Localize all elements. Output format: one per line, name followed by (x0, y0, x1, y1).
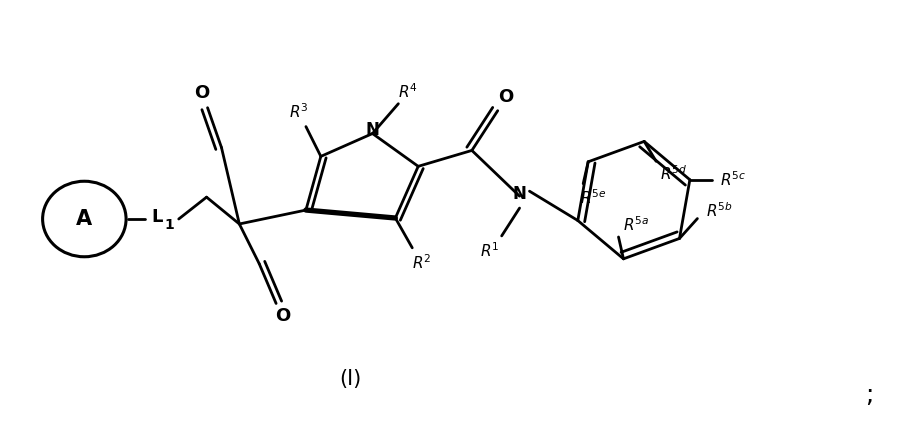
Text: (I): (I) (339, 369, 362, 389)
Text: $R^{5b}$: $R^{5b}$ (706, 201, 732, 220)
Text: $R^{5e}$: $R^{5e}$ (580, 188, 606, 207)
Text: O: O (498, 88, 513, 106)
Text: $R^3$: $R^3$ (290, 102, 308, 121)
Text: $R^1$: $R^1$ (480, 241, 500, 260)
Text: O: O (275, 307, 290, 325)
Text: O: O (194, 84, 209, 102)
Text: ;: ; (865, 383, 873, 407)
Text: N: N (365, 120, 380, 138)
Text: N: N (512, 185, 527, 203)
Text: $R^{5d}$: $R^{5d}$ (660, 164, 687, 183)
Text: $R^{5a}$: $R^{5a}$ (623, 215, 649, 234)
Text: $R^{5c}$: $R^{5c}$ (721, 170, 747, 189)
Text: A: A (77, 209, 92, 229)
Text: L: L (152, 208, 162, 226)
Text: 1: 1 (165, 218, 175, 232)
Text: $R^2$: $R^2$ (412, 253, 432, 272)
Text: $R^4$: $R^4$ (399, 82, 419, 101)
